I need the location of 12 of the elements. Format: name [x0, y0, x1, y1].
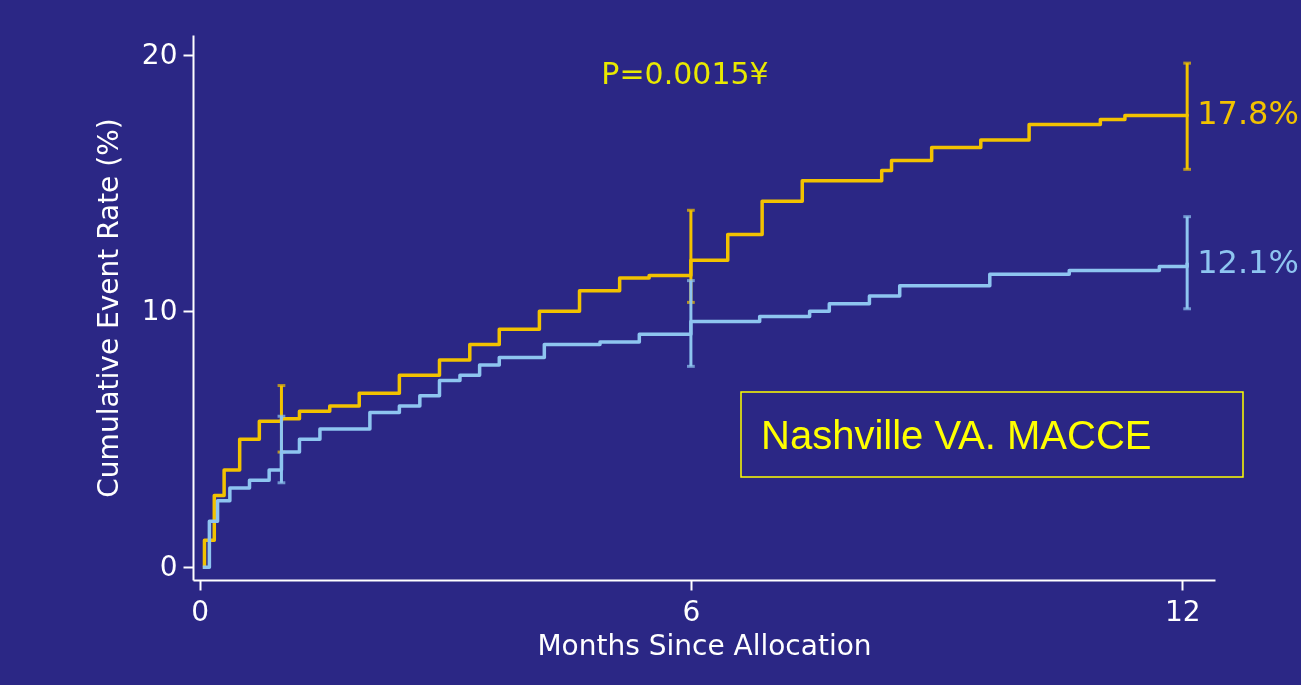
- annotation: Nashville VA. MACCE: [761, 413, 1152, 457]
- y-tick-label: 20: [141, 37, 178, 71]
- annotation: 17.8%: [1197, 94, 1299, 133]
- annotation: P=0.0015¥: [601, 56, 769, 91]
- annotation: 12.1%: [1197, 242, 1299, 281]
- x-axis-title: Months Since Allocation: [537, 628, 872, 662]
- x-tick-label: 12: [1164, 594, 1201, 628]
- x-tick-label: 0: [191, 594, 209, 628]
- y-axis-title: Cumulative Event Rate (%): [91, 118, 125, 498]
- y-tick-label: 0: [159, 549, 178, 583]
- y-tick-label: 10: [141, 293, 178, 327]
- x-tick-label: 6: [682, 594, 701, 628]
